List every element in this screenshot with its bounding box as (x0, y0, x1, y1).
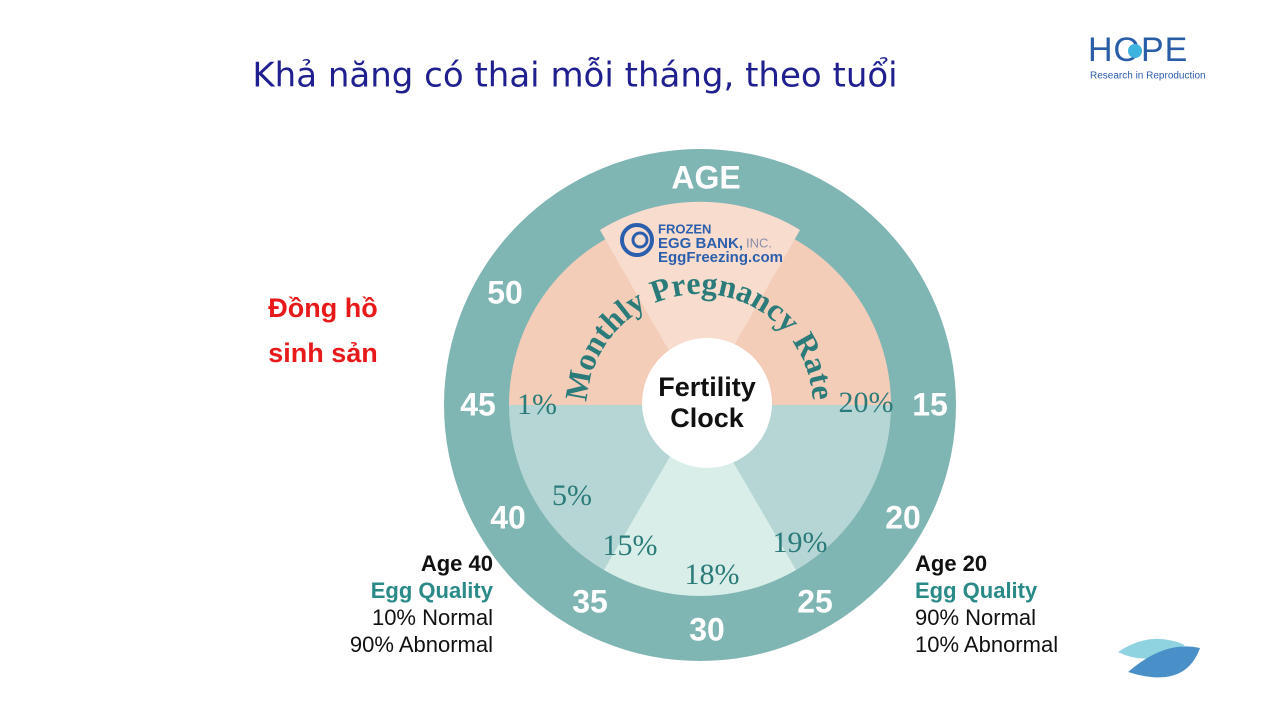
note-line: 90% Normal (915, 605, 1036, 630)
age-label: 30 (689, 611, 725, 647)
age-label: 40 (490, 499, 526, 535)
lower-wedge (604, 405, 796, 596)
brand-icon (620, 223, 654, 257)
center-circle (642, 338, 772, 468)
note-age: Age 20 (915, 551, 987, 576)
age-label: 45 (460, 386, 496, 422)
outer-label: AGE (671, 159, 740, 195)
note-right: Age 20 Egg Quality 90% Normal 10% Abnorm… (915, 551, 1058, 657)
brand-text: FROZEN (658, 221, 711, 236)
rate-label: 5% (552, 479, 592, 512)
note-quality: Egg Quality (371, 578, 494, 603)
hope-logo: HOPE Research in Reproduction (1088, 31, 1206, 82)
rate-label: 18% (685, 558, 740, 591)
age-label: 15 (912, 386, 948, 422)
age-label: 25 (797, 583, 833, 619)
age-label: 50 (487, 274, 523, 310)
note-line: 10% Abnormal (915, 632, 1058, 657)
note-age: Age 40 (421, 551, 493, 576)
decoration (1128, 646, 1200, 678)
logo-tagline: Research in Reproduction (1090, 71, 1206, 82)
fertility-clock: Monthly Pregnancy Rate Fertility Clock A… (444, 149, 956, 661)
logo-eye (1128, 44, 1142, 58)
rate-label: 20% (839, 386, 894, 419)
note-quality: Egg Quality (915, 578, 1038, 603)
note-line: 10% Normal (372, 605, 493, 630)
center-label: Fertility (658, 372, 756, 402)
brand-text: EGG BANK, (658, 235, 743, 252)
upper-wedge (600, 201, 800, 405)
age-label: 20 (885, 499, 921, 535)
brand-text: INC. (746, 235, 772, 250)
rate-label: 1% (517, 388, 557, 421)
brand-icon (631, 231, 649, 249)
side-label: sinh sản (268, 338, 378, 368)
rate-label: 15% (603, 529, 658, 562)
rate-label: 19% (773, 526, 828, 559)
brand-text: EggFreezing.com (658, 249, 783, 266)
note-left: Age 40 Egg Quality 10% Normal 90% Abnorm… (350, 551, 494, 657)
slide-title: Khả năng có thai mỗi tháng, theo tuổi (252, 56, 897, 96)
center-label: Clock (670, 403, 745, 433)
note-line: 90% Abnormal (350, 632, 493, 657)
age-label: 35 (572, 583, 608, 619)
brand-logo: FROZEN EGG BANK, INC. EggFreezing.com (620, 221, 783, 266)
side-label: Đồng hồ (268, 293, 377, 323)
